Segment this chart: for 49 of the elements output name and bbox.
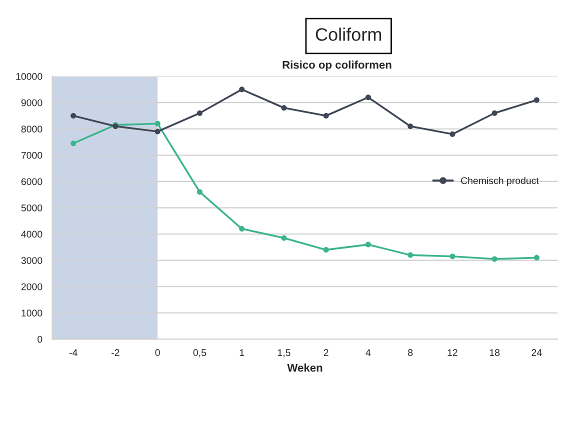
y-tick-label: 4000 bbox=[21, 230, 42, 238]
point bbox=[281, 235, 287, 241]
point bbox=[281, 105, 287, 111]
point bbox=[492, 256, 498, 262]
y-tick-label: 0 bbox=[38, 336, 42, 343]
point bbox=[365, 94, 371, 100]
x-tick-label: 0,5 bbox=[193, 349, 206, 358]
point bbox=[196, 110, 202, 116]
point bbox=[70, 140, 76, 146]
point bbox=[365, 242, 371, 248]
x-tick-label: 8 bbox=[408, 349, 413, 356]
y-tick-label: 2000 bbox=[21, 283, 42, 290]
legend-label: Chemisch product bbox=[461, 176, 539, 186]
x-tick-label: 0 bbox=[155, 349, 160, 356]
chart-title: Coliform bbox=[316, 28, 382, 41]
y-tick-label: 7000 bbox=[21, 152, 42, 159]
y-tick-label: 1000 bbox=[22, 310, 42, 317]
point bbox=[323, 112, 329, 119]
y-tick-label: 8000 bbox=[21, 126, 42, 133]
x-tick-label: 24 bbox=[532, 349, 542, 356]
y-tick-label: 10000 bbox=[16, 73, 42, 80]
point bbox=[450, 131, 456, 137]
point bbox=[408, 123, 414, 130]
point bbox=[408, 252, 414, 258]
y-tick-label: 6000 bbox=[21, 178, 42, 186]
point bbox=[196, 189, 202, 195]
y-tick-label: 9000 bbox=[21, 99, 42, 106]
point bbox=[323, 247, 329, 253]
x-tick-label: 1,5 bbox=[278, 349, 290, 358]
point bbox=[450, 254, 456, 260]
x-tick-label: -2 bbox=[112, 349, 120, 356]
point bbox=[154, 120, 160, 126]
point bbox=[70, 112, 76, 119]
point bbox=[154, 128, 160, 134]
y-tick-label: 5000 bbox=[21, 204, 42, 212]
chart-subtitle: Risico op coliformen bbox=[282, 60, 392, 71]
point bbox=[239, 86, 245, 92]
x-tick-label: -4 bbox=[69, 349, 78, 356]
x-tick-label: 4 bbox=[366, 349, 371, 356]
x-tick-label: 2 bbox=[324, 349, 328, 356]
point bbox=[239, 226, 245, 232]
x-tick-label: 1 bbox=[240, 349, 244, 356]
x-axis-title: Weken bbox=[287, 364, 322, 372]
y-tick-label: 3000 bbox=[21, 257, 42, 264]
x-tick-label: 12 bbox=[448, 349, 458, 356]
point bbox=[492, 110, 498, 116]
point bbox=[534, 254, 540, 260]
point bbox=[534, 97, 540, 103]
x-tick-label: 18 bbox=[490, 349, 500, 356]
